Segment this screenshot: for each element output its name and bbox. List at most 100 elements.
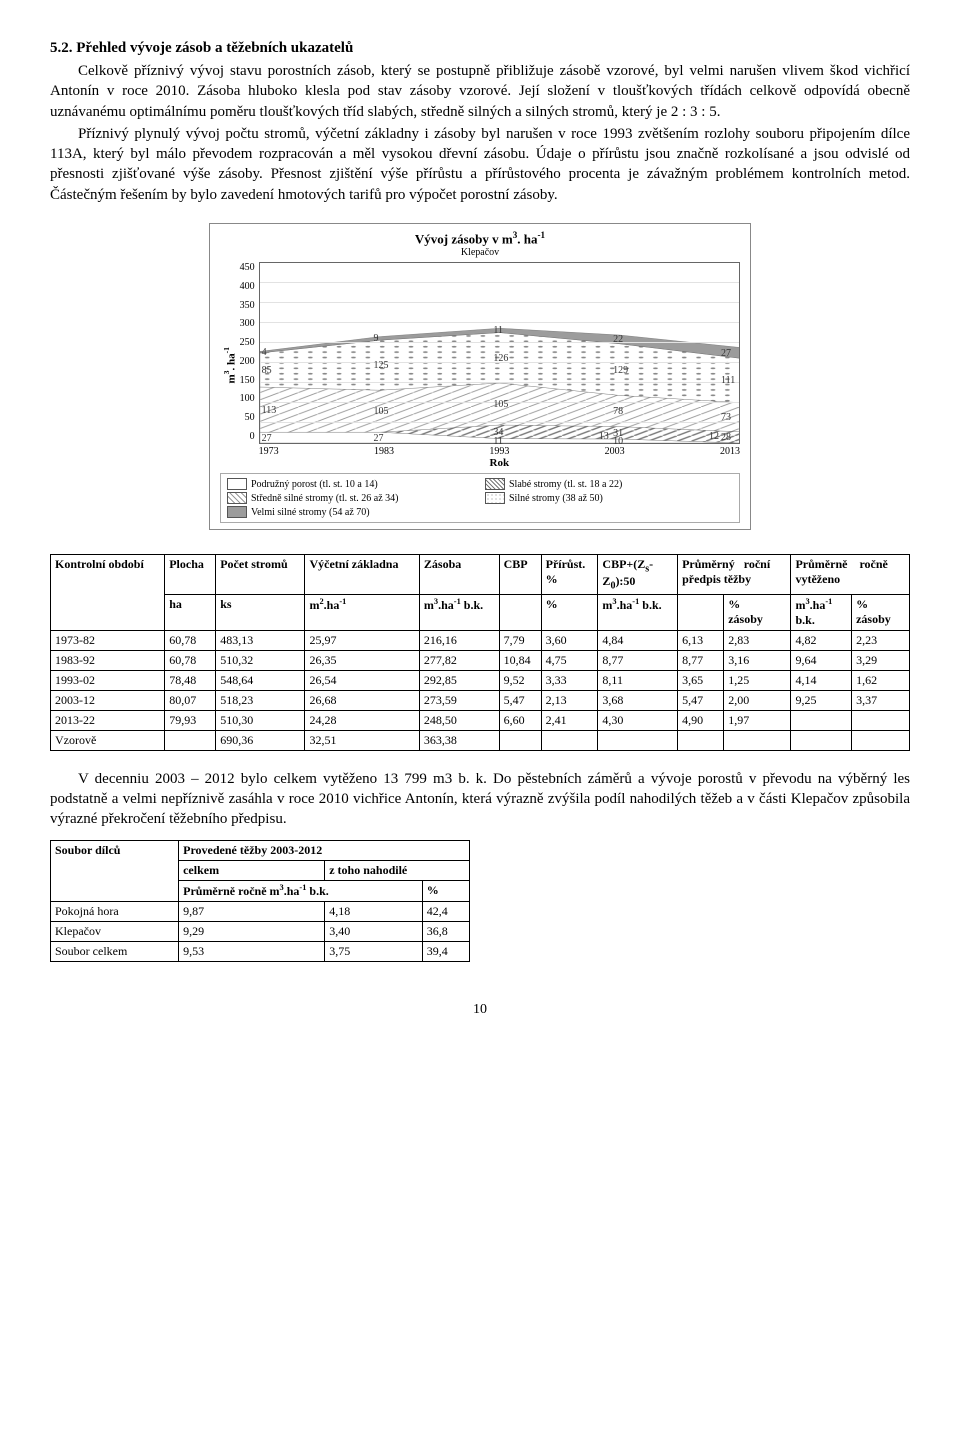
table-cell: 3,65: [678, 670, 724, 690]
ytick: 400: [240, 281, 255, 292]
table-cell: 5,47: [678, 690, 724, 710]
table-cell: 8,77: [598, 650, 678, 670]
series-value-label: 126: [493, 353, 508, 364]
series-value-label: 4: [262, 347, 267, 358]
ytick: 250: [240, 337, 255, 348]
ytick: 350: [240, 300, 255, 311]
table-cell: 248,50: [419, 710, 499, 730]
table-cell: 26,35: [305, 650, 419, 670]
table-header: Plocha: [165, 555, 216, 595]
table-cell: 9,52: [499, 670, 541, 690]
table-cell: [598, 730, 678, 750]
table-cell: 26,68: [305, 690, 419, 710]
table-cell: Klepačov: [51, 921, 179, 941]
series-value-label: 31: [613, 428, 623, 439]
xtick: 2003: [605, 446, 625, 457]
series-value-label: 111: [721, 375, 735, 386]
table-cell: 1993-02: [51, 670, 165, 690]
table-header: Průměrný ročnípředpis těžby: [678, 555, 791, 595]
table-cell: 5,47: [499, 690, 541, 710]
table-cell: 3,75: [325, 941, 422, 961]
table-header: Soubor dílců: [51, 840, 179, 901]
chart-plot: 2727111034312811310510578738512512612911…: [259, 262, 740, 444]
table-cell: 4,75: [541, 650, 598, 670]
table-cell: 510,32: [216, 650, 305, 670]
table-cell: [499, 730, 541, 750]
series-value-label: 125: [373, 360, 388, 371]
table-header: %: [541, 594, 598, 630]
legend-swatch: [485, 478, 505, 490]
table-cell: 363,38: [419, 730, 499, 750]
table-cell: 2,41: [541, 710, 598, 730]
table-cell: 8,77: [678, 650, 724, 670]
ylabel-sup2: -1: [222, 347, 231, 353]
legend-item: Silné stromy (38 až 50): [485, 492, 733, 504]
table-cell: 2,23: [852, 630, 910, 650]
series-value-label: 105: [493, 399, 508, 410]
table-header: m3.ha-1 b.k.: [598, 594, 678, 630]
legend-label: Středně silné stromy (tl. st. 26 až 34): [251, 493, 398, 504]
paragraph-3: V decenniu 2003 – 2012 bylo celkem vytěž…: [50, 769, 910, 830]
series-value-label: 9: [373, 333, 378, 344]
table-cell: 518,23: [216, 690, 305, 710]
ytick: 150: [240, 375, 255, 386]
table-cell: 10,84: [499, 650, 541, 670]
legend-swatch: [227, 492, 247, 504]
legend-swatch: [227, 506, 247, 518]
table-header: celkem: [179, 860, 325, 880]
table-cell: 3,60: [541, 630, 598, 650]
table-cell: 3,37: [852, 690, 910, 710]
series-value-label: 12: [709, 431, 719, 442]
xtick: 1993: [489, 446, 509, 457]
table-cell: 3,16: [724, 650, 791, 670]
chart-legend: Podružný porost (tl. st. 10 a 14)Slabé s…: [220, 473, 740, 523]
table-cell: Soubor celkem: [51, 941, 179, 961]
table-cell: 1983-92: [51, 650, 165, 670]
table-cell: 79,93: [165, 710, 216, 730]
section-heading: 5.2. Přehled vývoje zásob a těžebních uk…: [50, 40, 910, 57]
series-value-label: 28: [721, 432, 731, 443]
legend-item: Středně silné stromy (tl. st. 26 až 34): [227, 492, 475, 504]
table-cell: [852, 730, 910, 750]
table-header: [499, 594, 541, 630]
table-cell: 4,18: [325, 901, 422, 921]
table-cell: 2003-12: [51, 690, 165, 710]
series-value-label: 22: [613, 334, 623, 345]
legend-item: Velmi silné stromy (54 až 70): [227, 506, 475, 518]
table-header: ha: [165, 594, 216, 630]
table-cell: 1,25: [724, 670, 791, 690]
table-cell: 9,64: [791, 650, 852, 670]
table-header: [678, 594, 724, 630]
table-cell: Vzorově: [51, 730, 165, 750]
table-cell: 36,8: [422, 921, 469, 941]
series-value-label: 78: [613, 406, 623, 417]
table-cell: 1,97: [724, 710, 791, 730]
legend-label: Velmi silné stromy (54 až 70): [251, 507, 370, 518]
table-cell: 2013-22: [51, 710, 165, 730]
ylabel-pre: m: [226, 375, 238, 384]
table-cell: 277,82: [419, 650, 499, 670]
table-cell: 3,40: [325, 921, 422, 941]
series-value-label: 113: [262, 405, 277, 416]
table-header: CBP+(Zs-Z0):50: [598, 555, 678, 595]
table-cell: 6,13: [678, 630, 724, 650]
series-value-label: 13: [599, 431, 609, 442]
table-cell: [541, 730, 598, 750]
table-cell: 2,00: [724, 690, 791, 710]
series-value-label: 34: [493, 427, 503, 438]
table-header: Kontrolní období: [51, 555, 165, 631]
table-cell: 9,53: [179, 941, 325, 961]
table-cell: [678, 730, 724, 750]
series-value-label: 11: [493, 325, 503, 336]
table-cell: 9,87: [179, 901, 325, 921]
chart-title-text: Vývoj zásoby v m: [415, 231, 513, 246]
ylabel-mid: . ha: [226, 354, 238, 371]
table-header: m3.ha-1b.k.: [791, 594, 852, 630]
table-header: Průměrně ročně m3.ha-1 b.k.: [179, 880, 423, 901]
table-cell: 3,29: [852, 650, 910, 670]
ytick: 50: [240, 412, 255, 423]
legend-label: Slabé stromy (tl. st. 18 a 22): [509, 479, 622, 490]
table-cell: 8,11: [598, 670, 678, 690]
table-cell: 216,16: [419, 630, 499, 650]
table-header: z toho nahodilé: [325, 860, 470, 880]
